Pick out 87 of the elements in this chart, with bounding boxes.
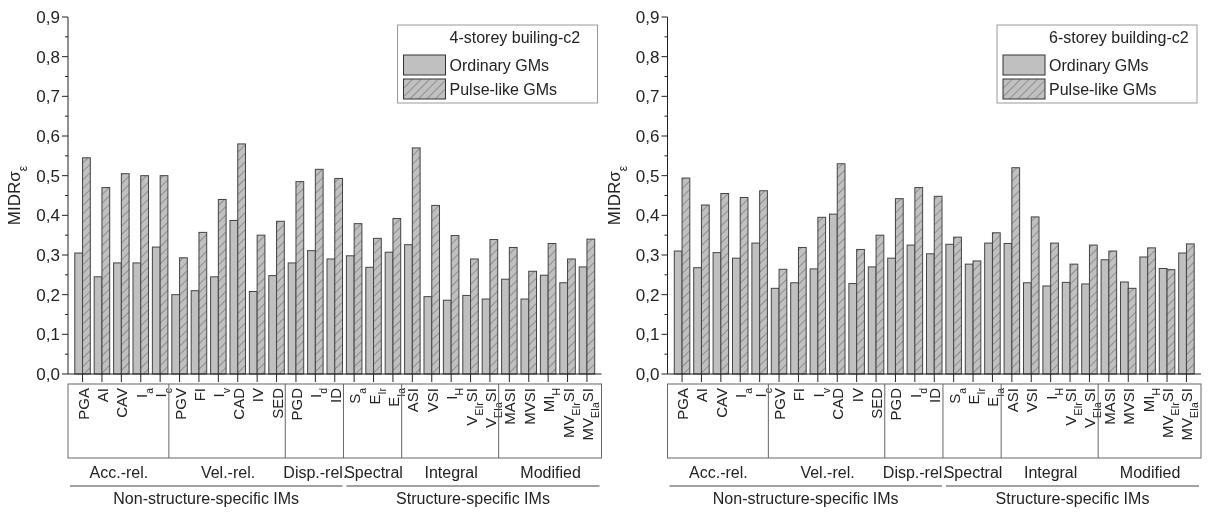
y-tick-label: 0,7 (36, 87, 60, 107)
y-tick-label: 0,0 (635, 364, 660, 384)
x-tick-label: CAD (829, 387, 847, 420)
x-tick-label: CAV (113, 388, 131, 418)
text: Modified (520, 464, 581, 481)
y-tick-label: 0,2 (635, 285, 660, 305)
bar (1081, 283, 1090, 375)
text: Non-structure-specific IMs (113, 490, 300, 507)
y-tick-label: 0,8 (36, 47, 60, 67)
x-tick-label: ID (326, 387, 344, 403)
bar (501, 278, 510, 375)
text: Acc.-rel. (689, 464, 748, 481)
bar (151, 246, 161, 375)
y-tick-label: 0,1 (36, 325, 60, 345)
x-tick-label: SED (868, 387, 886, 419)
y-tick-label: 0,8 (635, 47, 660, 67)
x-tick-label: FI (790, 388, 808, 402)
text: Integral (1023, 464, 1078, 481)
y-tick-label: 0,7 (635, 87, 660, 107)
x-tick-label: AI (93, 388, 111, 403)
bar (731, 257, 741, 375)
x-tick-label: ID (926, 387, 944, 403)
y-tick-label: 0,9 (36, 7, 60, 27)
legend-label: Pulse-like GMs (449, 81, 558, 98)
x-tick-label: VSI (423, 388, 441, 413)
x-tick-label: PGA (674, 388, 692, 420)
text: Spectral (344, 464, 403, 481)
bar (693, 267, 702, 375)
text: Structure-specific IMs (396, 490, 550, 507)
bar (925, 253, 935, 375)
x-tick-label: PGV (771, 388, 789, 420)
bar (790, 282, 799, 375)
text: Acc.-rel. (89, 464, 149, 481)
x-tick-label: MASI (501, 388, 519, 425)
y-tick-label: 0,4 (635, 206, 660, 226)
x-tick-label: CAD (229, 387, 247, 420)
text: Integral (424, 464, 478, 481)
text: Non-structure-specific IMs (712, 490, 899, 507)
bar (113, 262, 122, 375)
legend-title: 4-storey builing-c2 (449, 29, 581, 46)
x-tick-label: ASI (1003, 388, 1021, 413)
bar (210, 276, 219, 375)
x-tick-label: MASI (1100, 388, 1118, 425)
bar (828, 213, 838, 375)
bar (1022, 282, 1032, 375)
y-tick-label: 0,5 (635, 166, 660, 186)
y-tick-label: 0,9 (635, 7, 660, 27)
y-tick-label: 0,3 (635, 245, 660, 265)
bar (307, 250, 316, 375)
text: Vel.-rel. (800, 464, 855, 481)
legend-title: 6-storey building-c2 (1049, 29, 1189, 46)
bar (1119, 281, 1129, 375)
bar (404, 244, 413, 375)
legend-label: Ordinary GMs (1049, 57, 1149, 74)
y-tick-label: 0,2 (36, 285, 60, 305)
x-tick-label: MVSI (520, 388, 538, 425)
y-tick-label: 0,1 (635, 325, 660, 345)
x-tick-label: MVSI (1120, 388, 1138, 425)
x-tick-label: PGD (287, 387, 305, 421)
y-tick-label: 0,5 (36, 166, 60, 186)
x-tick-label: ASI (404, 388, 422, 413)
bar (887, 257, 896, 375)
text: Modified (1119, 464, 1181, 481)
bar (345, 255, 355, 375)
bar (248, 290, 258, 375)
text: Vel.-rel. (200, 464, 256, 481)
x-tick-label: SED (268, 387, 286, 419)
legend-label: Pulse-like GMs (1049, 81, 1157, 98)
x-tick-label: PGV (171, 388, 189, 420)
x-tick-label: FI (190, 388, 208, 402)
bar (984, 242, 993, 375)
y-tick-label: 0,4 (36, 206, 60, 226)
x-tick-label: IV (249, 388, 267, 403)
x-tick-label: PGD (887, 387, 905, 421)
x-tick-label: AI (693, 388, 711, 403)
x-tick-label: CAV (712, 388, 730, 418)
y-tick-label: 0,6 (635, 126, 660, 146)
y-tick-label: 0,0 (36, 364, 60, 384)
bar (1178, 252, 1187, 375)
y-tick-label: 0,3 (36, 245, 60, 265)
legend-label: Ordinary GMs (449, 57, 550, 74)
text: Structure-specific IMs (995, 490, 1150, 507)
x-tick-label: PGA (74, 388, 92, 420)
x-tick-label: VSI (1023, 388, 1041, 413)
y-tick-label: 0,6 (36, 126, 60, 146)
x-tick-label: IV (848, 388, 866, 403)
bar (539, 274, 549, 375)
